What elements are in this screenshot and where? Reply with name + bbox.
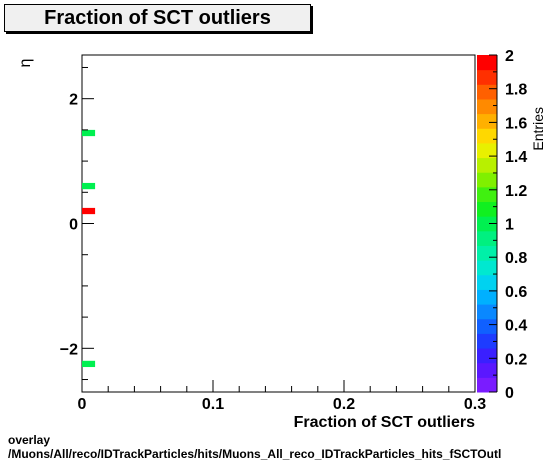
x-tick-label: 0 bbox=[78, 396, 87, 413]
x-axis-title: Fraction of SCT outliers bbox=[294, 414, 475, 431]
z-tick-label: 1.8 bbox=[505, 82, 527, 99]
palette-band bbox=[477, 186, 497, 203]
z-tick-label: 0.4 bbox=[505, 318, 527, 335]
palette-band bbox=[477, 113, 497, 129]
palette-band bbox=[477, 201, 497, 217]
palette-band bbox=[477, 69, 497, 85]
heatmap-cell-0 bbox=[82, 129, 96, 137]
footer-line-1: overlay bbox=[8, 433, 51, 447]
palette-band bbox=[477, 98, 497, 115]
z-tick-label: 0.6 bbox=[505, 284, 527, 301]
title-box: Fraction of SCT outliers bbox=[4, 4, 311, 32]
palette-band bbox=[477, 245, 497, 261]
x-tick-label: 0.3 bbox=[464, 396, 486, 413]
y-tick-label: 0 bbox=[69, 217, 78, 234]
palette-band bbox=[477, 333, 497, 349]
footer-line-2: /Muons/All/reco/IDTrackParticles/hits/Mu… bbox=[8, 447, 502, 461]
palette-band bbox=[477, 318, 497, 334]
palette-band bbox=[477, 157, 497, 173]
palette-band bbox=[477, 84, 497, 100]
z-tick-label: 1.6 bbox=[505, 115, 527, 132]
palette-band bbox=[477, 362, 497, 378]
y-tick-label: −2 bbox=[60, 341, 78, 358]
y-tick-label: 2 bbox=[69, 92, 78, 109]
z-tick-label: 0 bbox=[505, 385, 514, 402]
z-tick-label: 1.2 bbox=[505, 183, 527, 200]
x-tick-label: 0.2 bbox=[333, 396, 355, 413]
chart-title: Fraction of SCT outliers bbox=[44, 6, 271, 29]
x-tick-label: 0.1 bbox=[202, 396, 224, 413]
palette-band bbox=[477, 377, 497, 393]
z-axis-title: Entries bbox=[530, 107, 546, 151]
palette-band bbox=[477, 260, 497, 276]
palette-band bbox=[477, 142, 497, 159]
heatmap-cell-3 bbox=[82, 360, 96, 368]
palette-band bbox=[477, 289, 497, 305]
palette-band bbox=[477, 55, 497, 71]
palette-band bbox=[477, 348, 497, 364]
palette-band bbox=[477, 128, 497, 144]
heatmap-cell-2 bbox=[82, 207, 96, 215]
z-tick-label: 2 bbox=[505, 48, 514, 65]
heatmap-cell-1 bbox=[82, 182, 96, 190]
palette-band bbox=[477, 230, 497, 246]
palette-band bbox=[477, 274, 497, 290]
palette-band bbox=[477, 172, 497, 188]
palette-band bbox=[477, 304, 497, 320]
plot-area bbox=[81, 54, 476, 393]
y-axis-title: η bbox=[17, 59, 34, 68]
z-tick-label: 1.4 bbox=[505, 149, 527, 166]
palette-band bbox=[477, 216, 497, 232]
z-tick-label: 1 bbox=[505, 217, 514, 234]
z-tick-label: 0.8 bbox=[505, 250, 527, 267]
z-tick-label: 0.2 bbox=[505, 351, 527, 368]
